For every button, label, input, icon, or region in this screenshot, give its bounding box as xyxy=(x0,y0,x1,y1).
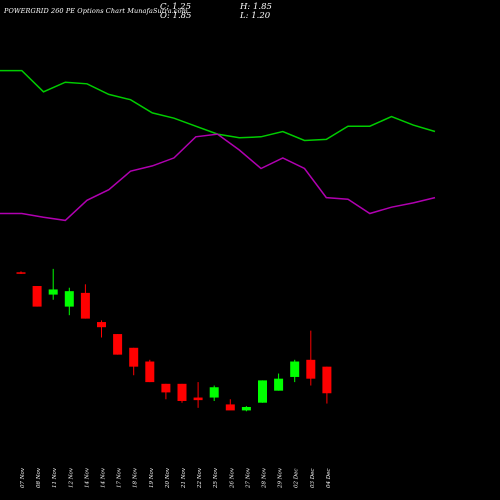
candle-body xyxy=(161,383,171,393)
x-tick-label: 22 Nov xyxy=(197,467,203,489)
x-tick-label: 20 Nov xyxy=(165,467,171,489)
x-tick-label: 08 Nov xyxy=(36,467,42,488)
candle-body xyxy=(258,380,267,403)
low-value: L: 1.20 xyxy=(240,11,271,21)
candle-body xyxy=(16,272,26,274)
x-tick-label: 19 Nov xyxy=(149,467,155,488)
x-tick-label: 18 Nov xyxy=(133,467,139,488)
candle-body xyxy=(97,322,106,328)
candle-body xyxy=(129,347,139,367)
candles xyxy=(16,268,332,412)
close-value: C: 1.25 xyxy=(160,2,191,12)
x-tick-label: 27 Nov xyxy=(245,467,251,489)
high-value: H: 1.85 xyxy=(240,2,272,12)
candle-body xyxy=(209,387,219,398)
candle-body xyxy=(177,383,187,401)
candle-body xyxy=(48,289,58,295)
candle-body xyxy=(241,406,251,411)
x-tick-label: 28 Nov xyxy=(262,467,268,489)
x-tick-label: 03 Dec xyxy=(310,469,316,489)
candle-body xyxy=(290,361,300,377)
candle-body xyxy=(64,291,74,307)
x-tick-label: 17 Nov xyxy=(117,467,123,488)
x-tick-label: 29 Nov xyxy=(278,467,284,489)
x-tick-label: 04 Dec xyxy=(326,469,332,489)
candle-body xyxy=(193,397,203,401)
candle-body xyxy=(80,292,90,319)
indicator-lines xyxy=(0,69,436,222)
candle-body xyxy=(322,366,332,394)
x-tick-label: 14 Nov xyxy=(101,467,107,488)
candle-body xyxy=(306,359,316,379)
candle-body xyxy=(145,361,155,383)
open-value: O: 1.85 xyxy=(160,11,192,21)
x-tick-label: 25 Nov xyxy=(213,467,219,489)
indicator-line xyxy=(0,133,436,222)
x-tick-label: 11 Nov xyxy=(52,467,58,488)
candle-body xyxy=(274,378,284,391)
x-tick-label: 26 Nov xyxy=(229,467,235,489)
candle-body xyxy=(32,286,42,307)
x-tick-label: 07 Nov xyxy=(20,467,26,488)
candle-body xyxy=(225,404,235,411)
x-tick-label: 02 Dec xyxy=(294,469,300,489)
x-tick-label: 21 Nov xyxy=(181,467,187,489)
indicator-line xyxy=(0,69,436,142)
x-tick-label: 12 Nov xyxy=(68,467,74,488)
x-tick-label: 14 Nov xyxy=(84,467,90,488)
chart-title: POWERGRID 260 PE Options Chart MunafaSut… xyxy=(4,7,188,15)
x-axis-ticks: 07 Nov 08 Nov 11 Nov 12 Nov 14 Nov 14 Nov 17 N… xyxy=(20,467,332,489)
candle-body xyxy=(113,334,123,355)
